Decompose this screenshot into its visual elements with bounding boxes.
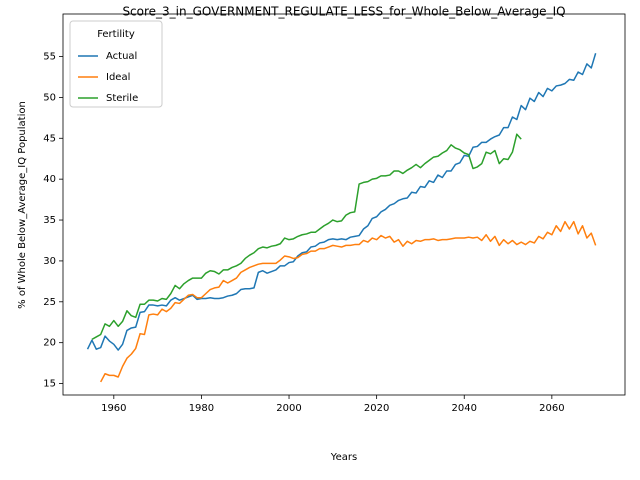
- x-tick-label: 2040: [452, 403, 477, 414]
- legend-label: Actual: [106, 51, 137, 62]
- legend-label: Ideal: [106, 72, 130, 83]
- y-tick-label: 20: [43, 338, 56, 349]
- line-series: [86, 53, 597, 351]
- plot-frame: [62, 13, 626, 396]
- legend-label: Sterile: [106, 93, 138, 104]
- x-axis-label: Years: [330, 452, 357, 463]
- y-tick-label: 40: [43, 174, 56, 185]
- x-tick-label: 2060: [539, 403, 564, 414]
- x-tick-label: 2020: [364, 403, 389, 414]
- chart-title: Score_3_in_GOVERNMENT_REGULATE_LESS_for_…: [122, 5, 565, 19]
- line-series: [91, 133, 522, 341]
- legend-title: Fertility: [97, 29, 135, 40]
- x-tick-label: 1980: [189, 403, 214, 414]
- x-tick-label: 2000: [276, 403, 301, 414]
- legend-box: [69, 20, 163, 108]
- y-tick-label: 25: [43, 297, 56, 308]
- y-tick-label: 35: [43, 215, 56, 226]
- x-tick-label: 1960: [101, 403, 126, 414]
- y-tick-label: 55: [43, 52, 56, 63]
- y-tick-label: 15: [43, 379, 56, 390]
- y-tick-label: 50: [43, 92, 56, 103]
- line-series: [100, 220, 597, 383]
- y-tick-label: 30: [43, 256, 56, 267]
- y-axis-label: % of Whole Below_Average_IQ Population: [17, 101, 28, 309]
- y-tick-label: 45: [43, 133, 56, 144]
